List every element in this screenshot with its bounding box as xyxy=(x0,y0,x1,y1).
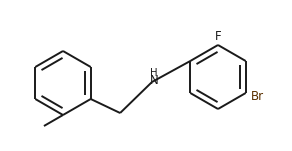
Text: Br: Br xyxy=(251,90,264,103)
Text: F: F xyxy=(215,29,221,42)
Text: N: N xyxy=(150,74,158,87)
Text: H: H xyxy=(150,68,158,78)
